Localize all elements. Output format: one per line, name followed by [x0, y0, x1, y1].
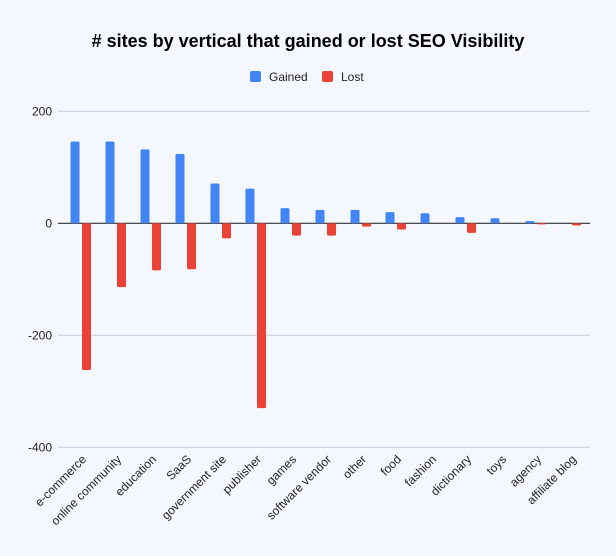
x-tick-label: SaaS: [163, 452, 194, 483]
legend-swatch-gained: [250, 71, 261, 82]
bar-gained-other: [350, 209, 360, 224]
x-tick-label: other: [340, 452, 369, 481]
gridlines: 200 0 -200 -400: [28, 104, 590, 454]
x-tick-label: software vendor: [264, 452, 334, 522]
y-tick-label: 0: [45, 216, 52, 230]
legend: Gained Lost: [250, 70, 364, 84]
bar-lost-other: [362, 223, 371, 227]
y-tick-label: -400: [28, 440, 52, 454]
bar-gained-fashion: [420, 213, 430, 224]
bar-lost-software-vendor: [327, 223, 336, 236]
bar-gained-software-vendor: [315, 209, 325, 224]
bar-gained-e-commerce: [70, 141, 80, 224]
bar-gained-government-site: [210, 183, 220, 224]
bar-gained-dictionary: [455, 217, 465, 224]
bar-gained-agency: [525, 221, 535, 224]
bar-lost-online-community: [117, 223, 126, 288]
bar-gained-toys: [490, 218, 500, 224]
bar-lost-publisher: [257, 223, 266, 409]
bar-gained-online-community: [105, 141, 115, 224]
bar-gained-games: [280, 208, 290, 224]
legend-swatch-lost: [322, 71, 333, 82]
legend-label-gained: Gained: [269, 70, 308, 84]
bar-gained-saas: [175, 153, 185, 224]
y-tick-label: 200: [32, 104, 52, 118]
x-tick-label: government site: [159, 452, 230, 523]
legend-label-lost: Lost: [341, 70, 364, 84]
x-tick-label: publisher: [220, 452, 264, 496]
bar-gained-food: [385, 212, 395, 224]
bar-lost-agency: [537, 223, 546, 225]
bar-lost-e-commerce: [82, 223, 91, 371]
chart-title: # sites by vertical that gained or lost …: [92, 31, 525, 51]
bar-lost-government-site: [222, 223, 231, 239]
bar-gained-education: [140, 149, 150, 224]
x-tick-label: toys: [484, 452, 509, 477]
bar-gained-publisher: [245, 188, 255, 224]
x-tick-label: food: [378, 452, 404, 478]
bar-lost-education: [152, 223, 161, 271]
bar-lost-food: [397, 223, 406, 230]
bar-lost-saas: [187, 223, 196, 270]
y-tick-label: -200: [28, 328, 52, 342]
bar-lost-dictionary: [467, 223, 476, 233]
bar-lost-affiliate-blog: [572, 223, 581, 226]
bars: [70, 141, 581, 409]
bar-lost-games: [292, 223, 301, 236]
